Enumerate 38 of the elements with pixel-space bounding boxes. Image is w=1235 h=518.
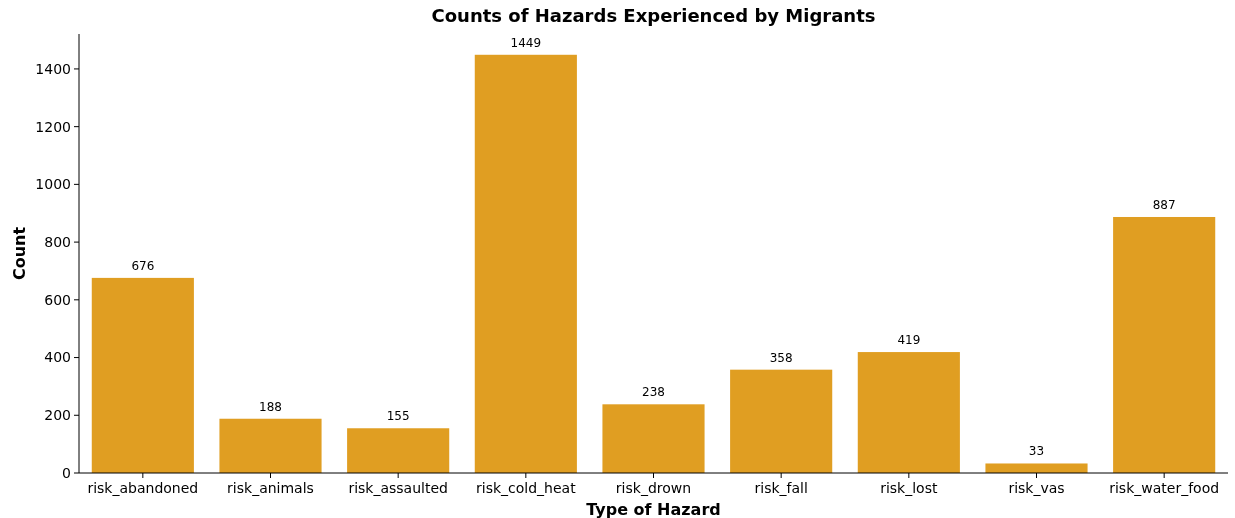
- y-axis-title: Count: [10, 226, 29, 281]
- bar: [219, 418, 322, 473]
- bar: [602, 404, 705, 473]
- data-label: 238: [642, 385, 665, 400]
- x-tick-label: risk_vas: [1008, 480, 1065, 496]
- data-label: 676: [131, 258, 155, 273]
- bar: [91, 277, 194, 473]
- y-tick-label: 800: [44, 234, 71, 250]
- bar: [1113, 216, 1216, 473]
- y-tick-label: 1000: [35, 176, 71, 193]
- chart-title: Counts of Hazards Experienced by Migrants: [431, 5, 876, 26]
- y-tick-label: 400: [44, 349, 71, 366]
- data-label: 887: [1152, 197, 1176, 212]
- x-tick-label: risk_water_food: [1109, 480, 1220, 496]
- bar: [985, 463, 1088, 473]
- x-tick-label: risk_cold_heat: [476, 480, 577, 496]
- data-label: 155: [386, 409, 410, 424]
- y-tick-label: 600: [44, 291, 71, 308]
- y-tick-label: 1200: [35, 118, 71, 135]
- x-tick-label: risk_abandoned: [87, 480, 199, 496]
- y-tick-label: 0: [62, 464, 71, 481]
- bar: [730, 369, 833, 473]
- bar: [474, 54, 577, 473]
- y-tick-label: 1400: [35, 60, 71, 77]
- x-tick-label: risk_assaulted: [348, 480, 448, 496]
- bar: [857, 352, 960, 473]
- x-tick-label: risk_fall: [754, 480, 808, 496]
- x-axis-title: Type of Hazard: [586, 500, 721, 518]
- x-tick-label: risk_animals: [227, 480, 314, 496]
- x-tick-label: risk_drown: [615, 480, 692, 496]
- x-tick-label: risk_lost: [880, 480, 938, 496]
- y-tick-label: 200: [44, 407, 71, 424]
- data-label: 419: [897, 333, 921, 348]
- data-label: 1449: [510, 35, 542, 50]
- data-label: 358: [769, 350, 793, 365]
- bar: [347, 428, 450, 473]
- data-label: 188: [259, 399, 282, 414]
- data-label: 33: [1028, 444, 1045, 459]
